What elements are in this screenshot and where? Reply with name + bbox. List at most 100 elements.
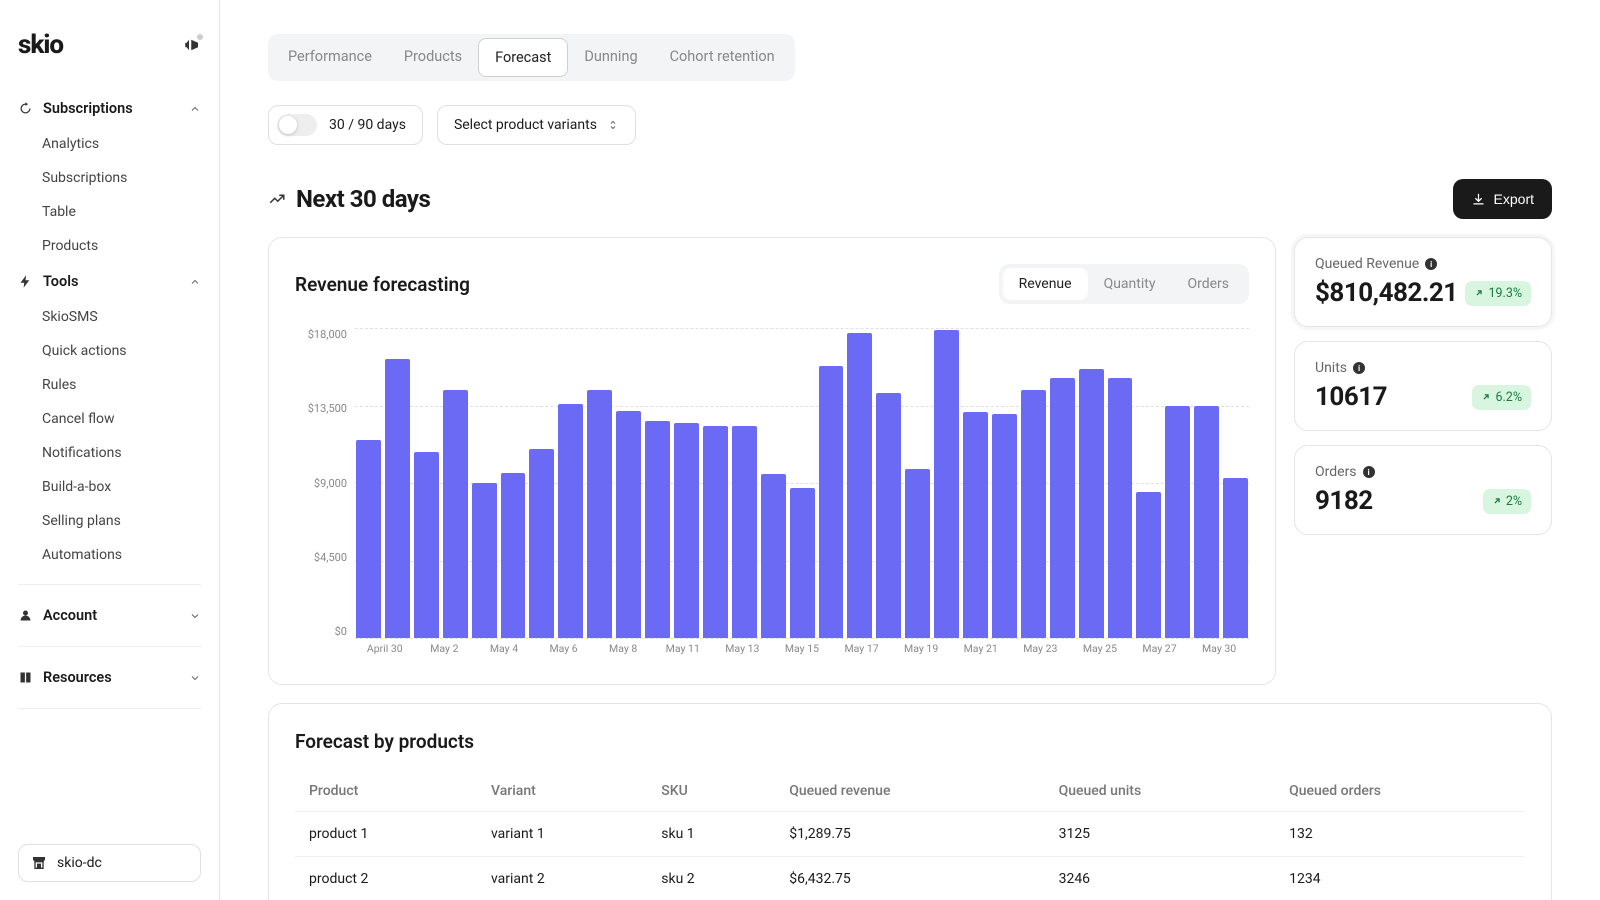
bar-9[interactable] <box>616 411 641 638</box>
bar-14[interactable] <box>761 474 786 638</box>
sidebar-section-tools[interactable]: Tools <box>18 263 201 300</box>
switch-knob <box>279 116 297 134</box>
nav-item-cancel-flow[interactable]: Cancel flow <box>42 402 201 436</box>
nav-item-subscriptions[interactable]: Subscriptions <box>42 161 201 195</box>
stat-label: Ordersi <box>1315 464 1531 480</box>
store-selector[interactable]: skio-dc <box>18 844 201 882</box>
section-label: Resources <box>43 669 112 686</box>
nav-item-selling-plans[interactable]: Selling plans <box>42 504 201 538</box>
chart-tab-quantity[interactable]: Quantity <box>1088 268 1172 300</box>
change-badge: 19.3% <box>1465 281 1531 306</box>
store-name: skio-dc <box>57 855 102 871</box>
bar-15[interactable] <box>790 488 815 638</box>
bar-28[interactable] <box>1165 406 1190 639</box>
chart-tab-revenue[interactable]: Revenue <box>1003 268 1088 300</box>
chart-metric-tabs: RevenueQuantityOrders <box>999 264 1249 304</box>
bar-22[interactable] <box>992 414 1017 638</box>
tab-cohort-retention[interactable]: Cohort retention <box>654 38 791 77</box>
bar-26[interactable] <box>1108 378 1133 638</box>
tab-products[interactable]: Products <box>388 38 478 77</box>
sidebar-section-subscriptions[interactable]: Subscriptions <box>18 90 201 127</box>
bar-6[interactable] <box>529 449 554 638</box>
info-icon[interactable]: i <box>1425 258 1437 270</box>
table-row[interactable]: product 2variant 2sku 2$6,432.7532461234 <box>295 857 1525 900</box>
main-content: PerformanceProductsForecastDunningCohort… <box>220 0 1600 900</box>
bar-7[interactable] <box>558 404 583 638</box>
nav-item-analytics[interactable]: Analytics <box>42 127 201 161</box>
notification-dot <box>197 34 203 40</box>
page-title: Next 30 days <box>268 185 430 213</box>
chevron-up-icon <box>189 276 201 288</box>
bar-5[interactable] <box>501 473 526 638</box>
tab-dunning[interactable]: Dunning <box>568 38 653 77</box>
nav-item-products[interactable]: Products <box>42 229 201 263</box>
bar-25[interactable] <box>1079 369 1104 638</box>
logo: skio <box>18 30 63 60</box>
change-badge: 2% <box>1483 489 1531 514</box>
table-title: Forecast by products <box>295 730 1525 753</box>
date-range-toggle[interactable]: 30 / 90 days <box>268 105 423 145</box>
nav-item-table[interactable]: Table <box>42 195 201 229</box>
bar-17[interactable] <box>847 333 872 638</box>
bar-0[interactable] <box>356 440 381 638</box>
bar-10[interactable] <box>645 421 670 638</box>
nav-item-automations[interactable]: Automations <box>42 538 201 572</box>
bar-19[interactable] <box>905 469 930 638</box>
bar-24[interactable] <box>1050 378 1075 638</box>
nav-item-skiosms[interactable]: SkioSMS <box>42 300 201 334</box>
bar-8[interactable] <box>587 390 612 638</box>
bar-2[interactable] <box>414 452 439 638</box>
col-queued-revenue: Queued revenue <box>775 771 1044 812</box>
bar-4[interactable] <box>472 483 497 638</box>
nav-item-quick-actions[interactable]: Quick actions <box>42 334 201 368</box>
table-row[interactable]: product 1variant 1sku 1$1,289.753125132 <box>295 812 1525 857</box>
refresh-icon <box>18 101 33 116</box>
chart-tab-orders[interactable]: Orders <box>1171 268 1245 300</box>
stat-card-units: Unitsi 10617 6.2% <box>1294 341 1552 431</box>
chevron-updown-icon <box>607 119 619 131</box>
forecast-table: ProductVariantSKUQueued revenueQueued un… <box>295 771 1525 900</box>
export-button[interactable]: Export <box>1453 179 1552 219</box>
tab-forecast[interactable]: Forecast <box>478 38 568 77</box>
x-axis-labels: April 30May 2May 4May 6May 8May 11May 13… <box>355 642 1249 658</box>
sidebar-section-resources[interactable]: Resources <box>18 659 201 696</box>
nav-item-rules[interactable]: Rules <box>42 368 201 402</box>
user-icon <box>18 608 33 623</box>
bar-29[interactable] <box>1194 406 1219 639</box>
select-label: Select product variants <box>454 117 597 133</box>
stat-value: 10617 <box>1315 382 1387 412</box>
bar-21[interactable] <box>963 412 988 638</box>
bar-13[interactable] <box>732 426 757 638</box>
bolt-icon <box>18 274 33 289</box>
chevron-down-icon <box>189 610 201 622</box>
bar-30[interactable] <box>1223 478 1248 638</box>
main-tabs: PerformanceProductsForecastDunningCohort… <box>268 34 795 81</box>
bar-11[interactable] <box>674 423 699 638</box>
tab-performance[interactable]: Performance <box>272 38 388 77</box>
bar-20[interactable] <box>934 330 959 638</box>
nav-item-notifications[interactable]: Notifications <box>42 436 201 470</box>
sidebar: skio SubscriptionsAnalyticsSubscriptions… <box>0 0 220 900</box>
nav-item-build-a-box[interactable]: Build-a-box <box>42 470 201 504</box>
bar-16[interactable] <box>819 366 844 638</box>
announcements-button[interactable] <box>183 36 201 54</box>
bar-27[interactable] <box>1136 492 1161 638</box>
col-queued-units: Queued units <box>1045 771 1276 812</box>
col-variant: Variant <box>477 771 647 812</box>
bar-23[interactable] <box>1021 390 1046 638</box>
change-badge: 6.2% <box>1472 385 1531 410</box>
info-icon[interactable]: i <box>1363 466 1375 478</box>
col-sku: SKU <box>647 771 775 812</box>
bar-18[interactable] <box>876 393 901 638</box>
stat-card-orders: Ordersi91822% <box>1294 445 1552 535</box>
product-variant-selector[interactable]: Select product variants <box>437 105 636 145</box>
sidebar-section-account[interactable]: Account <box>18 597 201 634</box>
stat-label: Unitsi <box>1315 360 1531 376</box>
chart-bars <box>355 328 1249 638</box>
book-icon <box>18 670 33 685</box>
info-icon[interactable]: i <box>1353 362 1365 374</box>
bar-1[interactable] <box>385 359 410 638</box>
bar-3[interactable] <box>443 390 468 638</box>
store-icon <box>31 855 47 871</box>
bar-12[interactable] <box>703 426 728 638</box>
